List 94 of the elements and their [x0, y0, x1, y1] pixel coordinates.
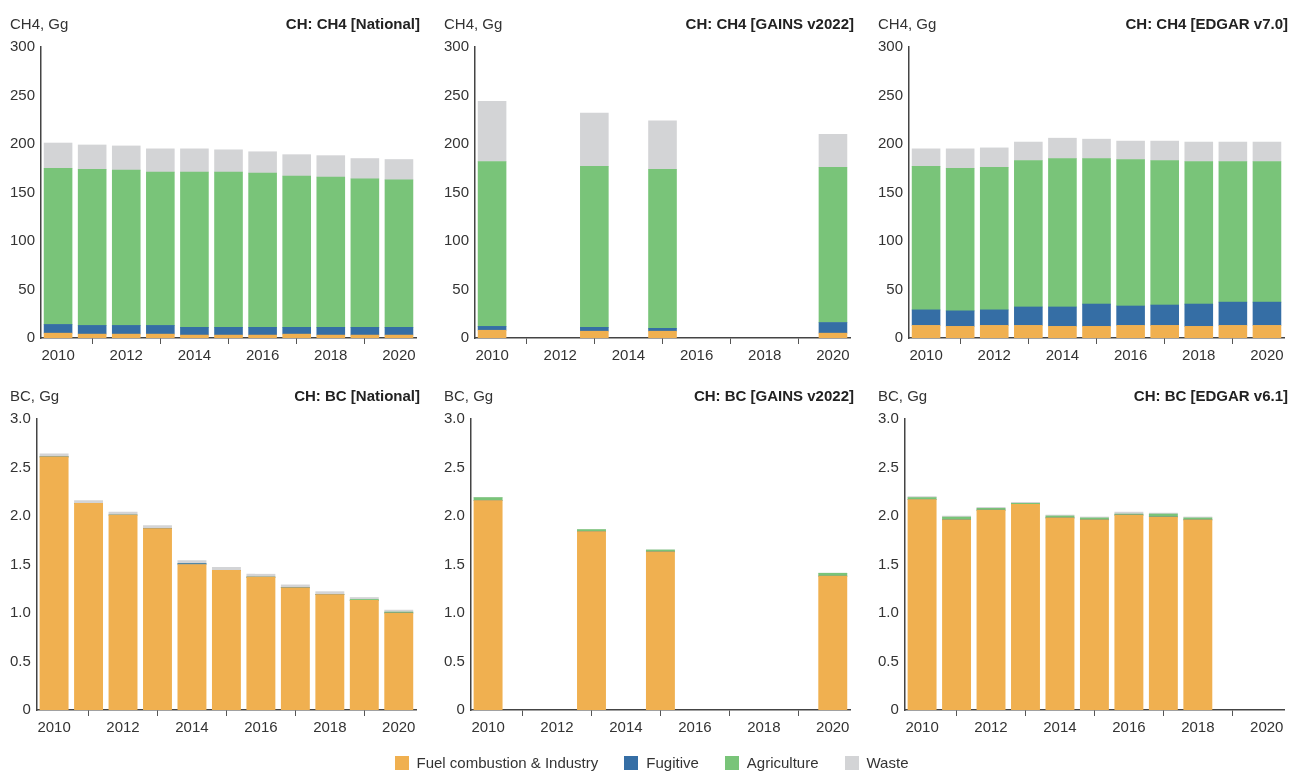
- chart-title: CH: BC [National]: [294, 387, 420, 404]
- y-tick-label: 250: [444, 85, 470, 103]
- x-tick-label: 2014: [1043, 718, 1077, 736]
- x-tick-label: 2014: [175, 718, 209, 736]
- y-tick-label: 50: [886, 279, 904, 297]
- x-tick-label: 2020: [382, 346, 416, 364]
- x-tick-label: 2012: [977, 346, 1011, 364]
- x-tick-label: 2012: [543, 346, 577, 364]
- x-tick-label: 2012: [974, 718, 1008, 736]
- y-tick-label: 2.0: [9, 506, 31, 524]
- y-tick-label: 200: [10, 134, 36, 152]
- x-tick-label: 2014: [177, 346, 212, 364]
- x-tick-label: 2020: [1250, 718, 1284, 736]
- x-tick-label: 2018: [313, 718, 347, 736]
- x-tick-label: 2016: [678, 718, 712, 736]
- y-tick-label: 150: [878, 182, 904, 200]
- x-tick-label: 2012: [106, 718, 140, 736]
- y-axis-title: BC, Gg: [10, 387, 60, 404]
- y-axis-title: BC, Gg: [444, 387, 494, 404]
- legend-label: Agriculture: [746, 754, 819, 771]
- y-tick-label: 2.5: [9, 457, 31, 475]
- y-tick-label: 0: [890, 700, 899, 718]
- x-tick-label: 2012: [109, 346, 143, 364]
- x-tick-label: 2014: [609, 718, 643, 736]
- x-tick-label: 2016: [679, 346, 714, 364]
- y-tick-label: 1.0: [877, 603, 899, 621]
- y-tick-label: 0: [460, 328, 470, 346]
- y-tick-label: 1.5: [9, 554, 31, 572]
- y-tick-label: 0: [894, 328, 904, 346]
- y-tick-label: 2.0: [877, 506, 899, 524]
- y-tick-label: 0: [456, 700, 465, 718]
- chart-title: CH: CH4 [National]: [285, 15, 420, 32]
- x-tick-label: 2016: [245, 346, 280, 364]
- y-axis-title: BC, Gg: [878, 387, 928, 404]
- y-tick-label: 2.5: [877, 457, 899, 475]
- chart-title: CH: BC [EDGAR v6.1]: [1133, 387, 1288, 404]
- x-tick-label: 2020: [1250, 346, 1284, 364]
- y-tick-label: 50: [18, 279, 36, 297]
- x-tick-label: 2020: [382, 718, 416, 736]
- x-tick-label: 2010: [37, 718, 71, 736]
- y-tick-label: 3.0: [877, 409, 899, 427]
- legend-label: Waste: [866, 754, 909, 771]
- chart-title: CH: CH4 [EDGAR v7.0]: [1125, 15, 1288, 32]
- x-tick-label: 2010: [41, 346, 75, 364]
- chart-title: CH: CH4 [GAINS v2022]: [685, 15, 854, 32]
- y-tick-label: 3.0: [9, 409, 31, 427]
- y-tick-label: 0: [22, 700, 31, 718]
- x-tick-label: 2018: [314, 346, 348, 364]
- y-axis-title: CH4, Gg: [10, 15, 69, 32]
- x-tick-label: 2016: [1112, 718, 1146, 736]
- legend-label: Fugitive: [646, 754, 699, 771]
- y-tick-label: 0.5: [877, 651, 899, 669]
- x-tick-label: 2016: [244, 718, 278, 736]
- y-tick-label: 150: [444, 182, 470, 200]
- y-tick-label: 2.5: [443, 457, 465, 475]
- y-axis-title: CH4, Gg: [878, 15, 937, 32]
- y-tick-label: 100: [878, 231, 904, 249]
- y-tick-label: 150: [10, 182, 36, 200]
- y-tick-label: 0.5: [9, 651, 31, 669]
- y-tick-label: 1.5: [877, 554, 899, 572]
- y-tick-label: 1.5: [443, 554, 465, 572]
- legend-label: Fuel combustion & Industry: [416, 754, 599, 771]
- y-axis-title: CH4, Gg: [444, 15, 503, 32]
- x-tick-label: 2014: [1045, 346, 1080, 364]
- x-tick-label: 2012: [540, 718, 574, 736]
- x-tick-label: 2010: [475, 346, 509, 364]
- x-tick-label: 2018: [748, 346, 782, 364]
- y-tick-label: 250: [10, 85, 36, 103]
- x-tick-label: 2016: [1113, 346, 1148, 364]
- y-tick-label: 50: [452, 279, 470, 297]
- y-tick-label: 300: [444, 37, 470, 55]
- x-tick-label: 2010: [905, 718, 939, 736]
- y-tick-label: 3.0: [443, 409, 465, 427]
- y-tick-label: 300: [10, 37, 36, 55]
- chart-title: CH: BC [GAINS v2022]: [693, 387, 854, 404]
- y-tick-label: 250: [878, 85, 904, 103]
- x-tick-label: 2020: [816, 718, 850, 736]
- y-tick-label: 100: [10, 231, 36, 249]
- y-tick-label: 2.0: [443, 506, 465, 524]
- x-tick-label: 2018: [1182, 346, 1216, 364]
- x-tick-label: 2020: [816, 346, 850, 364]
- y-tick-label: 1.0: [443, 603, 465, 621]
- x-tick-label: 2018: [1181, 718, 1215, 736]
- y-tick-label: 1.0: [9, 603, 31, 621]
- x-tick-label: 2014: [611, 346, 646, 364]
- y-tick-label: 0.5: [443, 651, 465, 669]
- x-tick-label: 2010: [471, 718, 505, 736]
- x-tick-label: 2010: [909, 346, 943, 364]
- y-tick-label: 100: [444, 231, 470, 249]
- x-tick-label: 2018: [747, 718, 781, 736]
- y-tick-label: 0: [26, 328, 36, 346]
- y-tick-label: 200: [878, 134, 904, 152]
- y-tick-label: 300: [878, 37, 904, 55]
- y-tick-label: 200: [444, 134, 470, 152]
